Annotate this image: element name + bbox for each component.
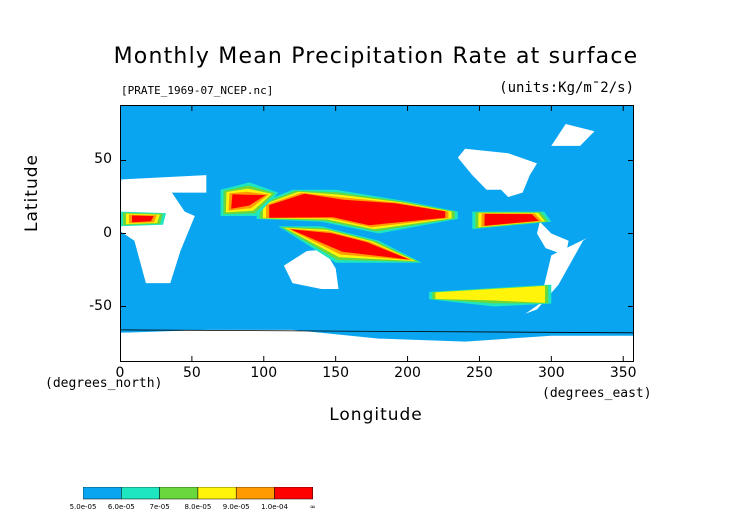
x-tick-label: 150: [322, 365, 350, 381]
land-mask-6: [551, 124, 595, 146]
y-axis-units: (degrees_north): [45, 376, 163, 391]
legend-label: ∞: [309, 503, 316, 511]
land-mask-5: [457, 148, 537, 197]
legend-swatch-3: [197, 487, 237, 500]
land-mask-1: [120, 175, 207, 193]
x-tick-label: 200: [394, 365, 421, 381]
legend-swatch-5: [274, 487, 313, 500]
legend-swatch-1: [121, 487, 160, 500]
x-axis-units: (degrees_east): [542, 386, 652, 401]
land-mask-0: [120, 179, 195, 284]
land-mask-4: [283, 249, 339, 289]
x-tick-label: 350: [609, 365, 637, 381]
x-axis-label: Longitude: [329, 405, 423, 425]
y-tick-label: 0: [103, 224, 112, 241]
legend-label: 6.0e-05: [107, 503, 135, 511]
x-tick-label: 0: [115, 365, 125, 381]
chart-title: Monthly Mean Precipitation Rate at surfa…: [113, 44, 639, 69]
coastline-antarctica: [120, 329, 634, 334]
legend-label: 9.0e-05: [222, 503, 250, 511]
precipitation-map: [120, 105, 634, 362]
precip-region-5-level-3: [435, 285, 546, 303]
land-mask-7: [120, 329, 634, 362]
x-tick-label: 300: [537, 365, 565, 381]
legend-swatch-0: [83, 487, 122, 500]
precip-region-2-level-5: [231, 194, 266, 209]
legend-label: 5.0e-05: [69, 503, 97, 511]
y-tick-label: -50: [89, 297, 112, 314]
land-mask-2: [525, 237, 588, 314]
precip-region-1-level-5: [290, 229, 410, 260]
precip-region-0-level-5: [269, 193, 446, 226]
y-axis-label: Latitude: [22, 154, 42, 232]
color-legend: [83, 487, 313, 500]
units-label: (units:Kg/m¯2/s): [499, 80, 634, 96]
legend-label: 7e-05: [149, 503, 170, 511]
y-tick-label: 50: [94, 151, 112, 168]
legend-label: 8.0e-05: [184, 503, 212, 511]
legend-label: 1.0e-04: [261, 503, 288, 511]
precip-region-4-level-5: [132, 215, 154, 223]
legend-swatch-2: [159, 487, 199, 500]
legend-swatch-4: [235, 487, 275, 500]
x-tick-label: 100: [250, 365, 278, 381]
file-label: [PRATE_1969-07_NCEP.nc]: [121, 84, 274, 97]
land-mask-3: [537, 221, 569, 256]
x-tick-label: 250: [466, 365, 493, 381]
x-tick-label: 50: [182, 365, 201, 381]
precip-region-3-level-5: [484, 213, 539, 226]
